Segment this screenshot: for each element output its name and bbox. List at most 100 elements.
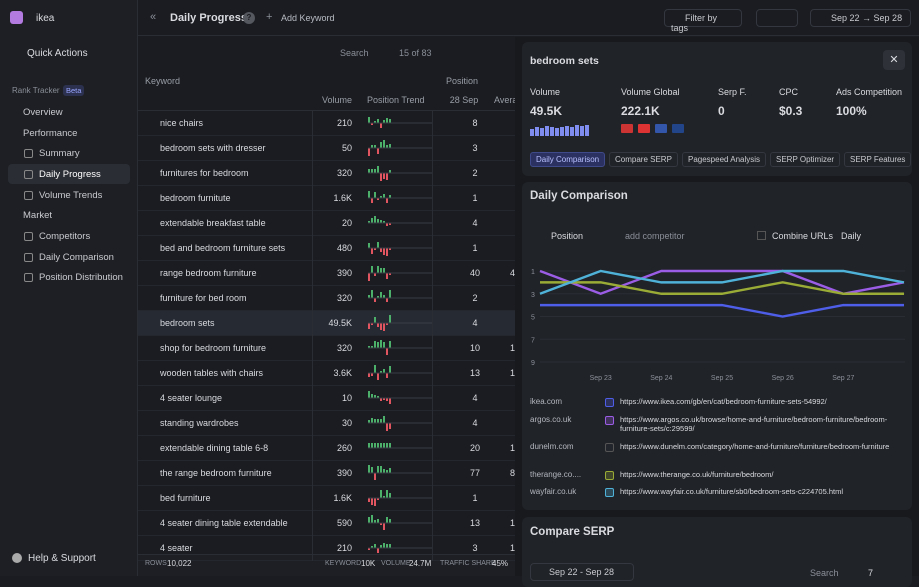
row-line [138,335,515,336]
trend-glyph [386,198,388,203]
tab[interactable]: Pagespeed Analysis [682,152,766,167]
keyword[interactable]: bed furniture [160,493,211,503]
serp-title: Compare SERP [530,526,614,538]
footer-label: VOLUME [381,560,411,567]
volume: 50 [342,143,352,153]
trend-glyph [380,268,382,273]
trend-glyph [380,419,382,423]
serp-search[interactable]: Search [810,568,839,578]
keyword[interactable]: wooden tables with chairs [160,368,263,378]
legend-url[interactable]: https://www.wayfair.co.uk/furniture/sb0/… [620,487,900,496]
position: 8 [455,118,495,128]
column-header: Position [442,76,482,86]
metric-label: Serp F. [718,87,747,97]
trend-glyph [389,544,391,548]
average: 8 [510,468,515,478]
nav-item[interactable]: Volume Trends [39,190,102,201]
keyword[interactable]: bedroom sets with dresser [160,143,266,153]
keyword[interactable]: extendable dining table 6-8 [160,443,268,453]
trend-glyph [368,373,370,377]
row-line [138,435,515,436]
trend-glyph [368,191,370,198]
keyword[interactable]: furnitures for bedroom [160,168,249,178]
keyword[interactable]: bedroom furnitute [160,193,231,203]
trend-glyph [368,323,370,329]
nav-item[interactable]: Position Distribution [39,272,123,283]
trend-glyph [371,266,373,273]
volume-glyph [530,129,534,136]
position: 1 [455,193,495,203]
nav-item[interactable]: Daily Progress [39,169,101,180]
position: 3 [455,143,495,153]
row-line [138,260,515,261]
trend-glyph [371,498,373,505]
row-line [138,210,515,211]
trend-glyph [374,544,376,548]
y-tick-label: 5 [531,315,535,322]
keyword[interactable]: bed and bedroom furniture sets [160,243,285,253]
trend-glyph [386,423,388,431]
trend-glyph [386,544,388,548]
keyword[interactable]: 4 seater lounge [160,393,222,403]
trend-glyph [380,123,382,128]
legend-domain: ikea.com [530,397,562,406]
position: 13 [455,368,495,378]
legend-url[interactable]: https://www.ikea.com/gb/en/cat/bedroom-f… [620,397,900,406]
trend-glyph [386,373,388,378]
nav-item[interactable]: Performance [23,128,77,139]
nav-icon [24,191,33,200]
tab[interactable]: Daily Comparison [530,152,605,167]
keyword[interactable]: 4 seater [160,543,193,553]
trend-glyph [374,498,376,506]
keyword[interactable]: bedroom sets [160,318,215,328]
volume-glyph [565,126,569,136]
trend-glyph [383,140,385,148]
trend-glyph [374,216,376,223]
nav-item[interactable]: Overview [23,107,63,118]
position: 2 [455,293,495,303]
keyword[interactable]: nice chairs [160,118,203,128]
keyword[interactable]: range bedroom furniture [160,268,257,278]
nav-item[interactable]: Competitors [39,231,90,242]
cell-divider [312,411,313,436]
legend-url[interactable]: https://www.therange.co.uk/furniture/bed… [620,470,900,479]
trend-glyph [386,173,388,180]
column-header: Position Trend [367,95,425,105]
cell-divider [432,236,433,261]
average: 1 [510,343,515,353]
tab[interactable]: SERP Optimizer [770,152,840,167]
cell-divider [312,461,313,486]
volume-glyph [585,125,589,136]
keyword[interactable]: extendable breakfast table [160,218,266,228]
trend-glyph [374,341,376,348]
tab[interactable]: Compare SERP [609,152,678,167]
keyword[interactable]: furniture for bed room [160,293,247,303]
legend-domain: wayfair.co.uk [530,487,576,496]
keyword[interactable]: the range bedroom furniture [160,468,272,478]
trend-glyph [380,490,382,498]
trend-glyph [383,268,385,273]
legend-url[interactable]: https://www.dunelm.com/category/home-and… [620,442,900,451]
row-line [138,485,515,486]
nav-icon [24,149,33,158]
row-line [138,385,515,386]
metric-label: Volume Global [621,87,680,97]
keyword[interactable]: shop for bedroom furniture [160,343,266,353]
legend-url[interactable]: https://www.argos.co.uk/browse/home-and-… [620,415,900,433]
tab[interactable]: SERP Features [844,152,911,167]
nav-item[interactable]: Daily Comparison [39,252,114,263]
trend-glyph [371,169,373,173]
footer-value: 10,022 [167,559,191,568]
trend-glyph [386,118,388,123]
trend-glyph [383,173,385,179]
nav-item[interactable]: Market [23,210,52,221]
nav-item[interactable]: Summary [39,148,80,159]
keyword[interactable]: 4 seater dining table extendable [160,518,288,528]
trend-glyph [377,119,379,123]
trend-glyph [371,394,373,398]
average: 1 [510,543,515,553]
keyword[interactable]: standing wardrobes [160,418,239,428]
serp-dates[interactable]: Sep 22 - Sep 28 [530,563,634,581]
trend-glyph [389,119,391,123]
